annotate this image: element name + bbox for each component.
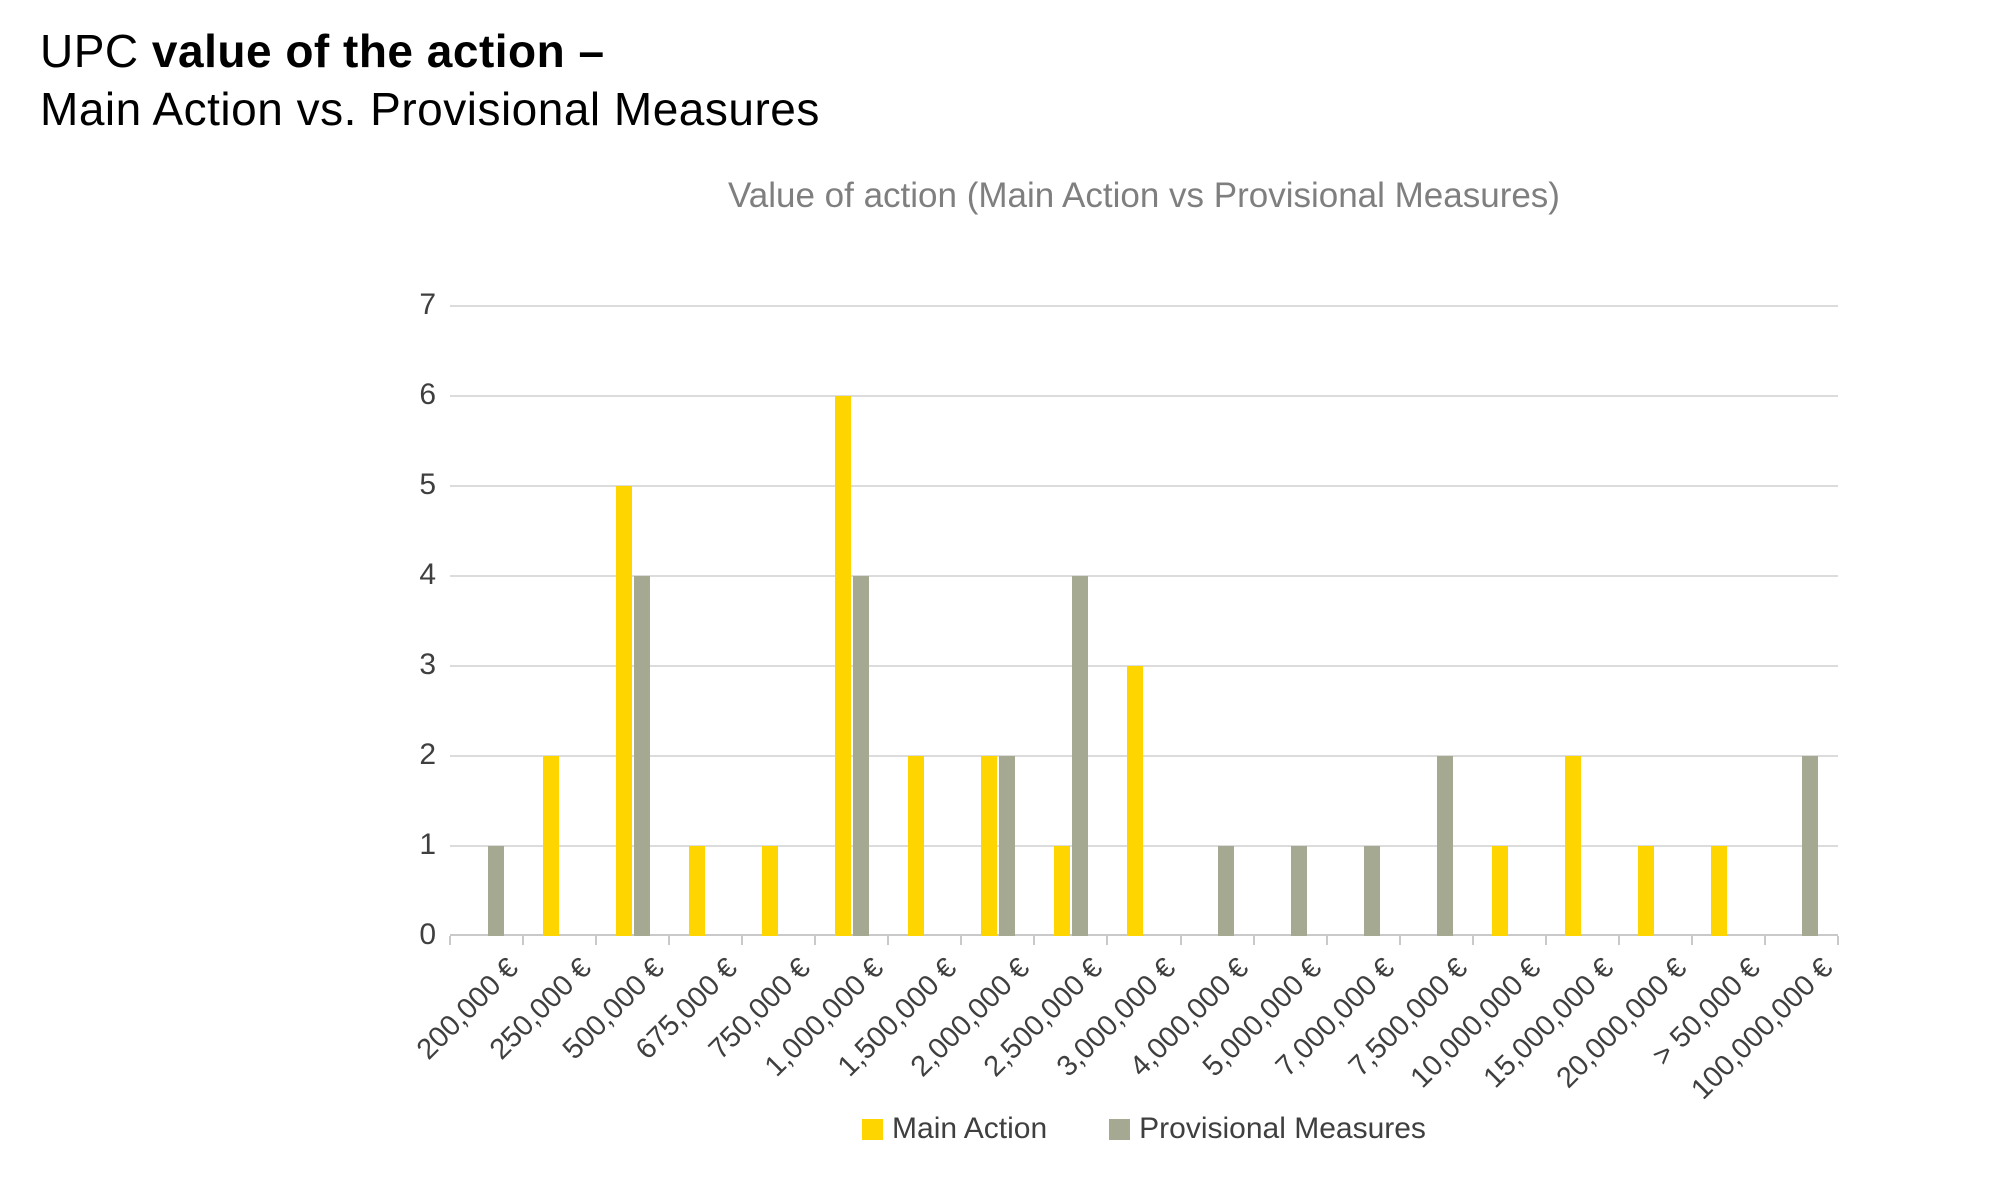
legend-swatch-provisional-measures — [1109, 1118, 1131, 1140]
bar-main-action — [688, 846, 705, 936]
gridline — [450, 665, 1838, 667]
x-axis-tick — [1106, 936, 1109, 945]
bar-provisional-measures — [1437, 756, 1454, 936]
y-axis-label: 6 — [419, 378, 436, 411]
x-axis-tick — [1763, 936, 1766, 945]
bar-main-action — [1565, 756, 1582, 936]
gridline — [450, 395, 1838, 397]
y-axis-label: 7 — [419, 288, 436, 321]
x-axis-tick — [522, 936, 525, 945]
bar-main-action — [615, 486, 632, 936]
gridline — [450, 305, 1838, 307]
page-title-bold: value of the action — [151, 25, 566, 77]
x-axis-tick — [1033, 936, 1036, 945]
y-axis-label: 0 — [419, 918, 436, 951]
bar-provisional-measures — [633, 576, 650, 936]
legend-label-main-action: Main Action — [892, 1112, 1048, 1145]
x-axis-tick — [1471, 936, 1474, 945]
x-axis-tick — [1398, 936, 1401, 945]
page-title-regular: UPC — [40, 25, 152, 77]
bar-provisional-measures — [1364, 846, 1381, 936]
bar-main-action — [907, 756, 924, 936]
x-axis-tick — [668, 936, 671, 945]
gridline — [450, 845, 1838, 847]
bar-provisional-measures — [487, 846, 504, 936]
page-title-dash: – — [565, 25, 605, 77]
bar-provisional-measures — [1218, 846, 1235, 936]
bar-provisional-measures — [1071, 576, 1088, 936]
x-axis-tick — [1252, 936, 1255, 945]
x-axis-tick — [449, 936, 451, 945]
page-title-line2: Main Action vs. Provisional Measures — [40, 83, 820, 136]
bar-main-action — [980, 756, 997, 936]
bar-main-action — [1711, 846, 1728, 936]
bar-provisional-measures — [1291, 846, 1308, 936]
gridline — [450, 485, 1838, 487]
legend-item-main-action: Main Action — [862, 1112, 1047, 1146]
gridline — [450, 575, 1838, 577]
y-axis-label: 4 — [419, 558, 436, 591]
chart-title: Value of action (Main Action vs Provisio… — [728, 176, 1560, 215]
x-axis-tick — [1690, 936, 1693, 945]
legend: Main Action Provisional Measures — [450, 1112, 1838, 1146]
bar-provisional-measures — [998, 756, 1015, 936]
bar-provisional-measures — [1802, 756, 1819, 936]
x-axis-tick — [887, 936, 890, 945]
bar-main-action — [542, 756, 559, 936]
bar-main-action — [1492, 846, 1509, 936]
bar-provisional-measures — [852, 576, 869, 936]
x-axis-tick — [814, 936, 817, 945]
legend-swatch-main-action — [862, 1118, 884, 1140]
x-axis-tick — [741, 936, 744, 945]
x-axis-tick — [1617, 936, 1620, 945]
bar-main-action — [1053, 846, 1070, 936]
page-title: UPC value of the action – Main Action vs… — [40, 22, 820, 139]
x-axis-tick — [1179, 936, 1182, 945]
legend-label-provisional-measures: Provisional Measures — [1139, 1112, 1426, 1145]
x-axis-line — [450, 934, 1838, 936]
x-axis-tick — [1544, 936, 1547, 945]
y-axis-label: 1 — [419, 828, 436, 861]
plot-area — [450, 305, 1838, 936]
bar-main-action — [834, 396, 851, 936]
x-axis-tick — [960, 936, 963, 945]
legend-item-provisional-measures: Provisional Measures — [1109, 1112, 1426, 1146]
bar-main-action — [1638, 846, 1655, 936]
bar-main-action — [761, 846, 778, 936]
bar-main-action — [1127, 666, 1143, 936]
x-axis-tick — [1325, 936, 1328, 945]
x-axis-tick — [1837, 936, 1839, 945]
y-axis-label: 5 — [419, 468, 436, 501]
y-axis-label: 2 — [419, 738, 436, 771]
x-axis-tick — [595, 936, 598, 945]
y-axis-label: 3 — [419, 648, 436, 681]
gridline — [450, 755, 1838, 757]
